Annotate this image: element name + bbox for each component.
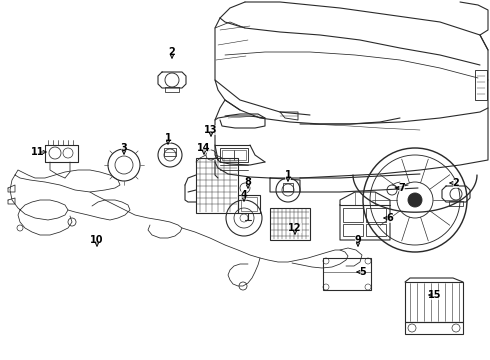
Bar bbox=[343, 224, 363, 236]
Text: 2: 2 bbox=[169, 47, 175, 57]
Text: 4: 4 bbox=[241, 190, 247, 200]
Text: 11: 11 bbox=[31, 147, 45, 157]
Circle shape bbox=[408, 193, 422, 207]
Text: 8: 8 bbox=[245, 177, 251, 187]
Text: 14: 14 bbox=[197, 143, 211, 153]
Text: 15: 15 bbox=[428, 290, 442, 300]
Bar bbox=[366, 224, 386, 236]
Text: 1: 1 bbox=[165, 133, 172, 143]
Bar bbox=[343, 208, 363, 222]
Bar bbox=[366, 208, 386, 222]
Text: 10: 10 bbox=[90, 235, 104, 245]
Text: 12: 12 bbox=[288, 223, 302, 233]
Bar bbox=[283, 183, 293, 191]
Text: 9: 9 bbox=[355, 235, 362, 245]
Bar bbox=[405, 282, 463, 322]
Bar bbox=[164, 148, 176, 156]
Bar bbox=[449, 201, 463, 206]
Text: 5: 5 bbox=[360, 267, 367, 277]
Text: 2: 2 bbox=[453, 178, 460, 188]
Bar bbox=[165, 87, 179, 92]
Text: 6: 6 bbox=[387, 213, 393, 223]
Bar bbox=[222, 150, 234, 160]
Bar bbox=[270, 208, 310, 240]
Bar bbox=[475, 70, 487, 100]
Bar bbox=[238, 195, 260, 213]
Text: 13: 13 bbox=[204, 125, 218, 135]
Bar bbox=[405, 322, 463, 334]
Bar bbox=[241, 197, 257, 211]
Text: 1: 1 bbox=[285, 170, 292, 180]
Text: 7: 7 bbox=[399, 183, 405, 193]
Bar bbox=[220, 148, 248, 162]
Bar bbox=[323, 258, 371, 290]
Bar bbox=[234, 150, 246, 160]
Bar bbox=[196, 158, 238, 213]
Text: 3: 3 bbox=[121, 143, 127, 153]
